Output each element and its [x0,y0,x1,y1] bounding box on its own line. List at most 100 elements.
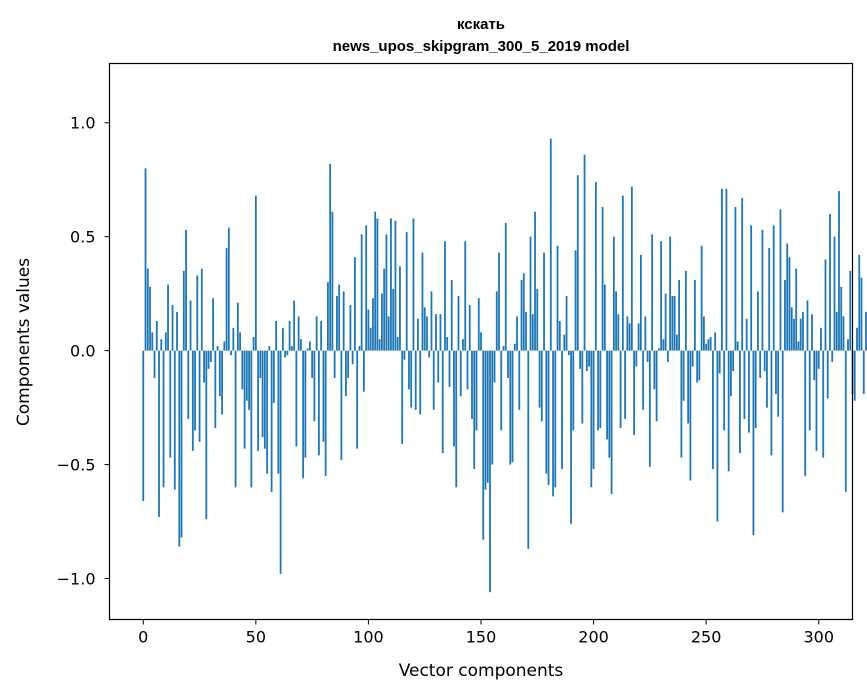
x-axis-label: Vector components [399,661,564,681]
bar [250,350,253,488]
bar [299,339,302,351]
bar [770,350,773,456]
bar [520,279,523,351]
bar [196,275,199,351]
bar [565,295,568,351]
bar [322,350,325,442]
bar [354,257,356,351]
bar [333,350,336,378]
y-axis-label: Components values [14,258,34,426]
y-tick-label: −0.5 [57,456,96,475]
bar [435,314,437,351]
bar [336,295,338,351]
bar [162,350,165,488]
bar [527,350,530,549]
bar [856,327,858,351]
bar [522,273,525,351]
bar [268,346,271,351]
bar [173,350,176,490]
bar [862,350,865,394]
x-tick-label: 150 [466,628,497,647]
bar [585,350,588,372]
bar [155,320,158,351]
bar [191,350,194,451]
bar [446,336,449,351]
bar [626,316,629,351]
bar [158,350,160,517]
bar [331,211,334,351]
bar [414,350,417,410]
bar [648,350,651,467]
bar [786,243,789,351]
bar [151,332,154,351]
bar [317,350,320,456]
bar [743,350,746,419]
bar [714,332,717,351]
bar [200,268,203,351]
bar [718,350,721,374]
bar [484,350,487,490]
bar [581,350,584,424]
bar [606,350,608,440]
bar [781,350,784,513]
plot-frame [108,62,854,621]
bar [642,350,645,410]
bar [799,318,802,351]
bar [671,295,674,351]
bar [468,305,471,351]
bar [480,332,482,351]
bar [257,350,259,451]
bar [182,270,185,351]
bar [486,350,489,483]
bar [313,350,316,422]
bar [203,350,205,383]
bar [290,346,293,351]
bar [824,259,827,351]
bar [239,332,241,351]
bar [180,350,183,538]
bar [543,252,545,351]
bar [329,163,332,351]
bar [831,350,834,362]
bar [775,350,777,394]
bar [412,218,415,351]
bar [644,316,647,351]
bar [567,350,570,356]
bar [700,245,703,351]
bar [705,343,708,351]
bar [428,350,431,358]
bar [628,323,631,351]
bar [540,350,543,422]
bar [698,350,701,381]
bar [448,350,451,388]
bar [534,211,536,351]
bar [277,350,280,474]
bar [396,336,399,351]
bar [315,316,318,351]
bar [482,350,485,540]
bar [390,218,392,351]
bar [547,350,550,486]
bar [459,350,462,397]
bar [385,234,388,351]
bar [401,350,404,445]
bar [297,316,300,351]
bar [817,350,820,369]
bar [639,254,642,351]
bar [858,254,861,351]
bar [525,311,527,351]
bar [721,188,723,351]
bar [295,350,298,447]
bar [808,350,811,431]
bar [790,307,793,351]
bar [552,350,554,497]
bar [579,350,581,369]
bar [574,250,577,351]
bar [214,350,217,429]
bar [167,284,169,351]
bar [221,350,223,415]
x-tick-label: 100 [353,628,384,647]
bar [511,350,514,463]
bar [453,350,455,447]
